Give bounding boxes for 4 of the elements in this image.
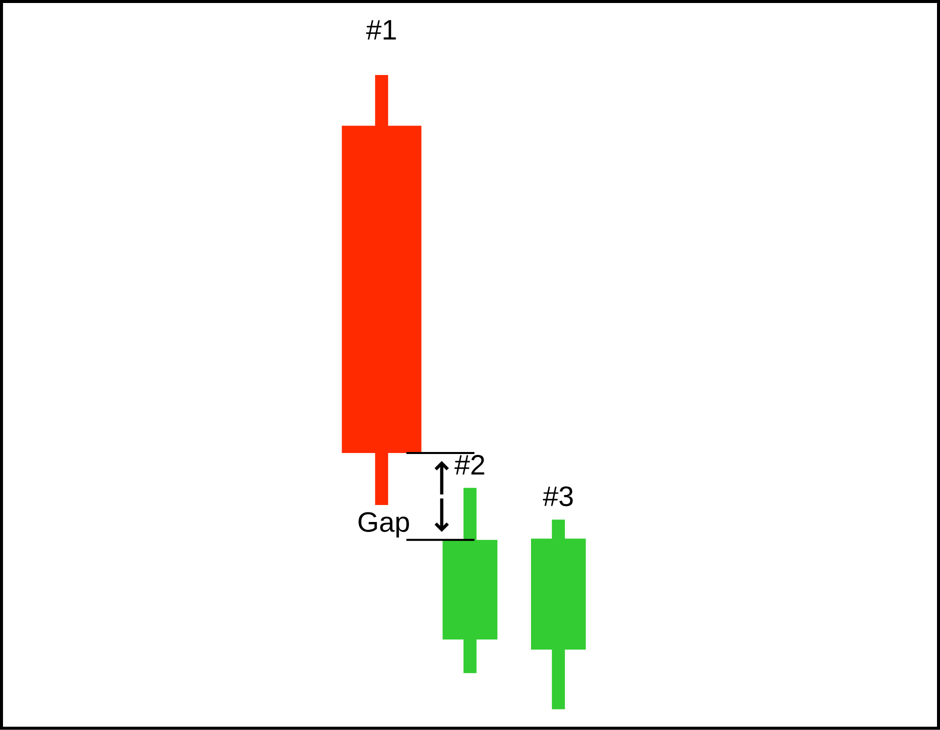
x-tick-label: #1 xyxy=(366,20,396,40)
x-tick-label: #2 xyxy=(454,455,484,475)
ref-line-label: Gap xyxy=(358,512,409,538)
x-tick-label: #3 xyxy=(542,486,573,506)
